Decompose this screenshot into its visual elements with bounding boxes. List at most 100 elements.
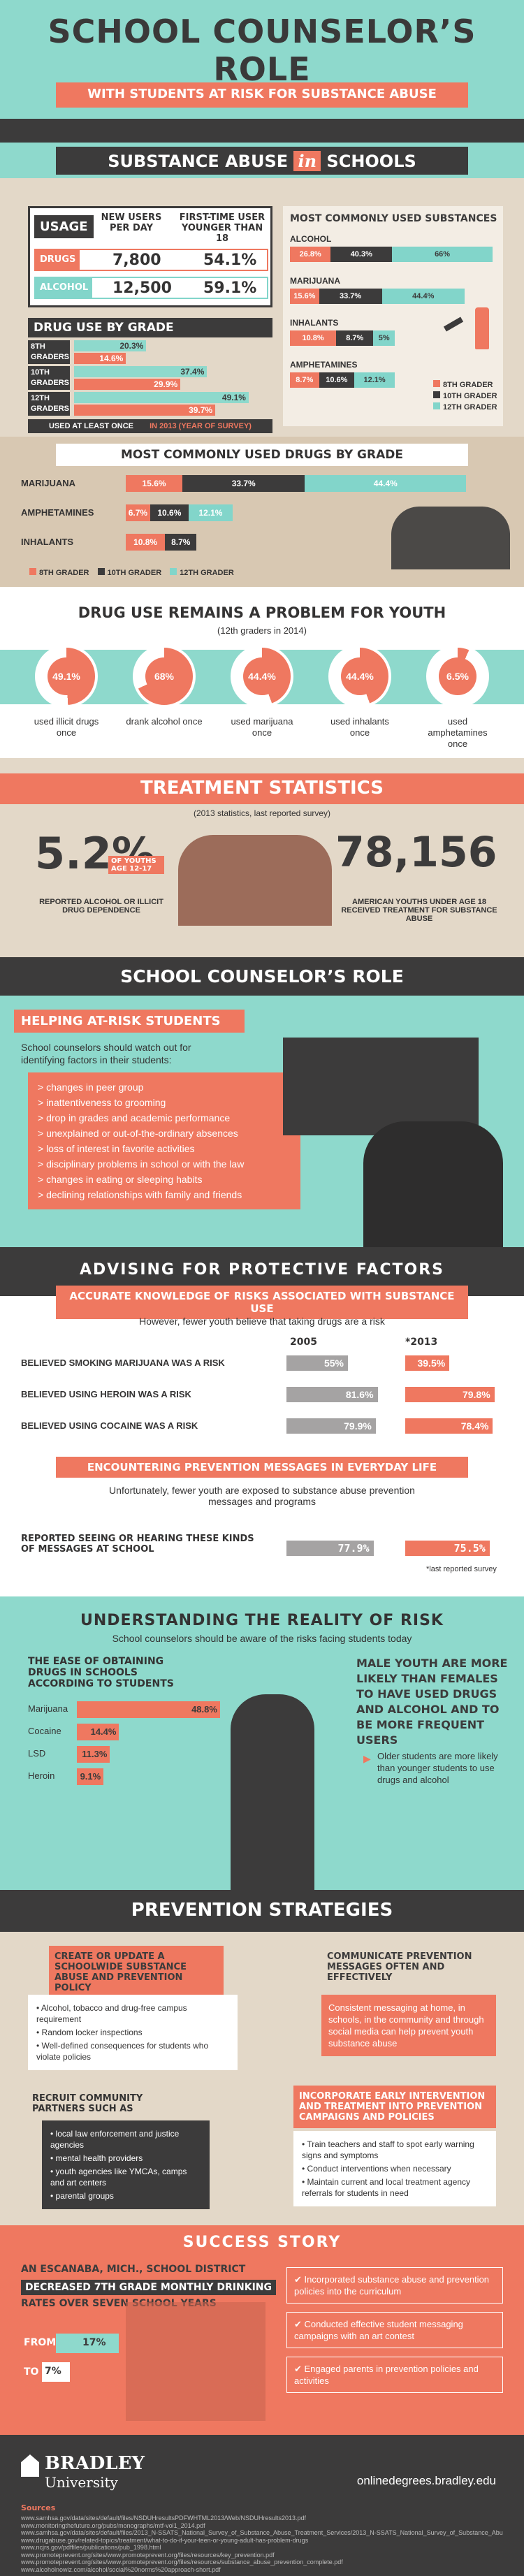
treatment-title: TREATMENT STATISTICS <box>140 778 384 799</box>
syringe-icon <box>443 316 464 332</box>
alcohol-first-time: 59.1% <box>203 279 257 297</box>
legend-item: 8TH GRADER <box>433 379 497 391</box>
risk-factor: > loss of interest in favorite activitie… <box>38 1143 195 1154</box>
prev-b4: INCORPORATE EARLY INTERVENTION AND TREAT… <box>293 2086 496 2128</box>
bygrade-chart: MARIJUANA 15.6% 33.7% 44.4% AMPHETAMINES 6.7%… <box>21 475 503 559</box>
helping-list: > changes in peer group > inattentiveness… <box>28 1072 300 1209</box>
source-link: www.promoteprevent.org/sites/www.promote… <box>21 2551 275 2559</box>
bradley-logo-icon <box>21 2454 39 2477</box>
drugs-new-users: 7,800 <box>112 252 161 269</box>
risk-label: BELIEVED USING COCAINE WAS A RISK <box>21 1420 198 1431</box>
source-link: www.ncjrs.gov/pdffiles/publications/pub_… <box>21 2544 161 2551</box>
substance-segment: 10.6% <box>319 372 355 388</box>
bar-2013: 78.4% <box>405 1418 493 1434</box>
prevention-item: • local law enforcement and justice agen… <box>50 2129 180 2150</box>
stat-cap-1: REPORTED ALCOHOL OR ILLICIT DRUG DEPENDE… <box>39 898 163 915</box>
advise-sub: However, fewer youth believe that taking… <box>139 1316 385 1327</box>
from-label: FROM <box>24 2337 57 2348</box>
substance-segment: 8.7% <box>290 372 319 388</box>
prev-list-1: • Alcohol, tobacco and drug-free campus … <box>28 1995 238 2070</box>
substance-segment: 10.8% <box>290 330 337 346</box>
alcohol-label: ALCOHOL <box>36 278 93 298</box>
grade-label: 12TH GRADERS <box>28 392 70 416</box>
ease-value: 9.1% <box>80 1771 101 1782</box>
from-value: 17% <box>82 2337 106 2348</box>
drug-segment: 10.6% <box>150 504 189 521</box>
footer-url[interactable]: onlinedegrees.bradley.edu <box>356 2474 496 2487</box>
male-text: MALE YOUTH ARE MORE LIKELY THAN FEMALES … <box>356 1657 508 1747</box>
substance-name: AMPHETAMINES <box>290 360 358 370</box>
usage-label: USAGE <box>34 215 94 238</box>
sources-title: Sources <box>21 2503 56 2512</box>
success-item: ✔ Conducted effective student messaging … <box>286 2312 503 2348</box>
substance-name: INHALANTS <box>290 318 339 328</box>
header: SCHOOL COUNSELOR’S ROLE WITH STUDENTS AT… <box>0 0 524 178</box>
legend-swatch <box>29 568 36 575</box>
common-legend: 8TH GRADER 10TH GRADER 12TH GRADER <box>433 379 497 413</box>
success-item: ✔ Incorporated substance abuse and preve… <box>286 2267 503 2304</box>
substance-segment: 26.8% <box>290 247 331 262</box>
reality-title: UNDERSTANDING THE REALITY OF RISK <box>80 1612 444 1629</box>
older-text: Older students are more likely than youn… <box>377 1751 498 1785</box>
risk-factor: > drop in grades and academic performanc… <box>38 1112 231 1123</box>
risk-factor: > inattentiveness to grooming <box>38 1097 166 1108</box>
common-title: MOST COMMONLY USED SUBSTANCES <box>290 213 497 224</box>
risk-factor: > changes in eating or sleeping habits <box>38 1174 203 1185</box>
prevention-item: • parental groups <box>50 2191 114 2201</box>
advise-banner-2: ENCOUNTERING PREVENTION MESSAGES IN EVER… <box>56 1457 468 1478</box>
success-item: ✔ Engaged parents in prevention policies… <box>286 2357 503 2393</box>
helping-section: HELPING AT-RISK STUDENTS School counselo… <box>0 996 524 1247</box>
prev-banner <box>0 1890 524 1932</box>
ease-label: Cocaine <box>28 1726 61 1736</box>
substance-segment: 12.1% <box>354 372 395 388</box>
ease-bar: 48.8% <box>77 1701 220 1718</box>
legend-swatch <box>433 380 440 387</box>
success-section: SUCCESS STORY AN ESCANABA, MICH., SCHOOL… <box>0 2225 524 2435</box>
subtitle-ribbon <box>56 82 468 108</box>
prevention-item: • Train teachers and staff to spot early… <box>302 2139 474 2160</box>
grade-bar-used: 20.3% <box>74 340 147 351</box>
substance-segment: 15.6% <box>290 289 319 304</box>
youth-ring-inner: 49.1% <box>48 657 85 695</box>
youth-caption: drank alcohol once <box>126 716 203 727</box>
year-2013: *2013 <box>405 1337 438 1348</box>
youth-section: DRUG USE REMAINS A PROBLEM FOR YOUTH (12… <box>0 587 524 758</box>
grade-label: 10TH GRADERS <box>28 366 70 390</box>
advise-banner: ACCURATE KNOWLEDGE OF RISKS ASSOCIATED W… <box>56 1286 468 1319</box>
drug-label: MARIJUANA <box>21 478 75 488</box>
drug-label: INHALANTS <box>21 537 74 547</box>
grade-bar-2013: 29.9% <box>74 379 181 390</box>
grade-footer-1: USED AT LEAST ONCE <box>49 422 134 430</box>
section-heading: SUBSTANCE ABUSE in SCHOOLS <box>0 151 524 171</box>
advise-sub-2: Unfortunately, fewer youth are exposed t… <box>109 1485 415 1507</box>
drug-segment: 44.4% <box>305 475 467 492</box>
substance-name: ALCOHOL <box>290 234 332 244</box>
reality-section: UNDERSTANDING THE REALITY OF RISK School… <box>0 1596 524 1890</box>
legend-swatch <box>433 402 440 409</box>
advise-title: ADVISING FOR PROTECTIVE FACTORS <box>79 1261 444 1279</box>
prevention-item: • youth agencies like YMCAs, camps and a… <box>50 2167 187 2188</box>
prev-b1: CREATE OR UPDATE A SCHOOLWIDE SUBSTANCE … <box>49 1946 224 1999</box>
source-link: www.samhsa.gov/data/sites/default/files/… <box>21 2529 503 2536</box>
common-panel: MOST COMMONLY USED SUBSTANCES 8TH GRADER… <box>283 206 503 426</box>
brand: BRADLEY <box>45 2453 145 2474</box>
success-h2: DECREASED 7TH GRADE MONTHLY DRINKING <box>21 2280 276 2295</box>
substance-segment: 66% <box>392 247 493 262</box>
youth-subtitle: (12th graders in 2014) <box>217 625 307 636</box>
value-2005: 55% <box>323 1358 344 1369</box>
students-silhouettes <box>391 507 510 569</box>
source-link: www.alcoholnowiz.com/alcohol/social%20no… <box>21 2566 221 2573</box>
role-banner <box>0 957 524 996</box>
treatment-section: TREATMENT STATISTICS (2013 statistics, l… <box>0 758 524 996</box>
older-arrow-icon: ▶ <box>363 1753 371 1764</box>
drug-segment: 33.7% <box>182 475 305 492</box>
substance-name: MARIJUANA <box>290 276 340 286</box>
ease-label: Marijuana <box>28 1703 68 1714</box>
drug-segment: 10.8% <box>126 534 166 551</box>
legend-label: 12TH GRADER <box>443 403 497 412</box>
brand-sub: University <box>45 2474 118 2491</box>
legend-swatch <box>433 391 440 398</box>
drug-segment: 8.7% <box>165 534 197 551</box>
youth-ring-inner: 44.4% <box>243 657 281 695</box>
risk-factor: > disciplinary problems in school or wit… <box>38 1158 245 1170</box>
